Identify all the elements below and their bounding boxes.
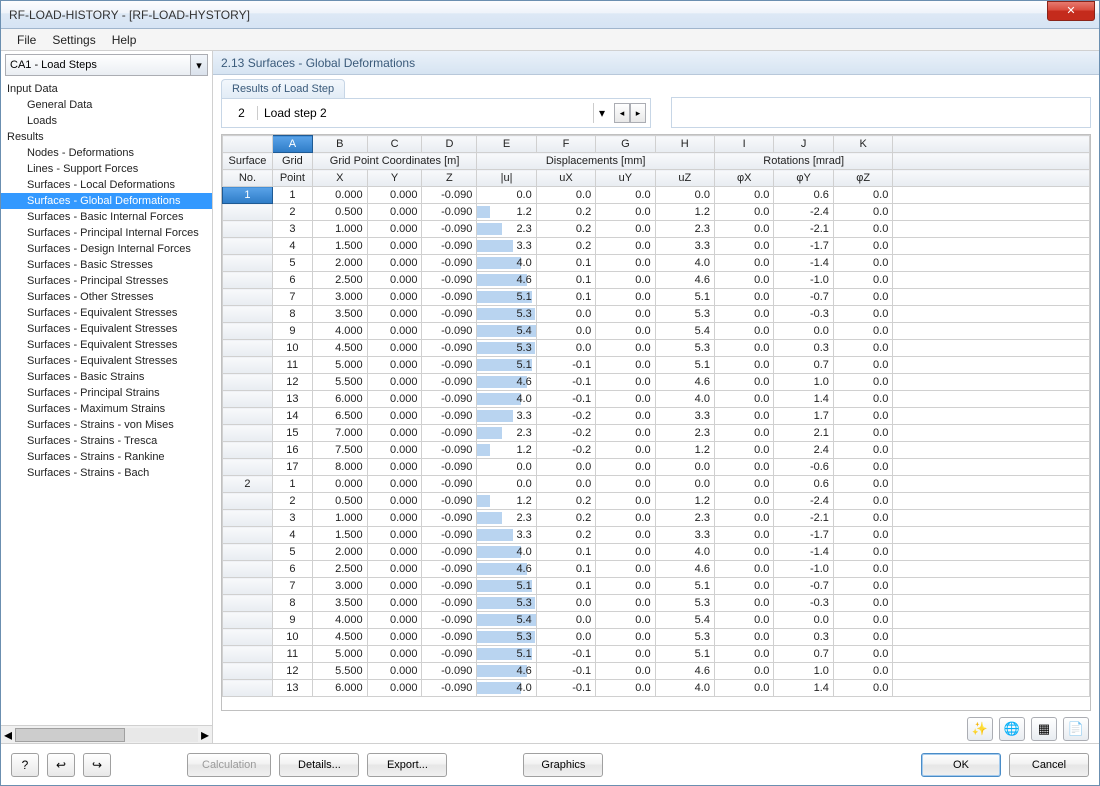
table-row[interactable]: 73.0000.000-0.0905.10.10.05.10.0-0.70.0 bbox=[223, 578, 1090, 595]
tree-item[interactable]: Surfaces - Strains - Tresca bbox=[1, 433, 212, 449]
export-button[interactable]: Export... bbox=[367, 753, 447, 777]
table-row[interactable]: 167.5000.000-0.0901.2-0.20.01.20.02.40.0 bbox=[223, 442, 1090, 459]
tree-item[interactable]: Surfaces - Local Deformations bbox=[1, 177, 212, 193]
table-row[interactable]: 110.0000.000-0.0900.00.00.00.00.00.60.0 bbox=[223, 187, 1090, 204]
tree-item[interactable]: Surfaces - Equivalent Stresses bbox=[1, 305, 212, 321]
table-row[interactable]: 125.5000.000-0.0904.6-0.10.04.60.01.00.0 bbox=[223, 374, 1090, 391]
doc-icon[interactable]: 📄 bbox=[1063, 717, 1089, 741]
menu-settings[interactable]: Settings bbox=[44, 31, 103, 49]
table-row[interactable]: 52.0000.000-0.0904.00.10.04.00.0-1.40.0 bbox=[223, 255, 1090, 272]
table-row[interactable]: 157.0000.000-0.0902.3-0.20.02.30.02.10.0 bbox=[223, 425, 1090, 442]
graphics-button[interactable]: Graphics bbox=[523, 753, 603, 777]
table-row[interactable]: 73.0000.000-0.0905.10.10.05.10.0-0.70.0 bbox=[223, 289, 1090, 306]
help-button[interactable]: ? bbox=[11, 753, 39, 777]
loadstep-name: Load step 2 bbox=[264, 106, 327, 120]
table-row[interactable]: 20.5000.000-0.0901.20.20.01.20.0-2.40.0 bbox=[223, 204, 1090, 221]
table-row[interactable]: 146.5000.000-0.0903.3-0.20.03.30.01.70.0 bbox=[223, 408, 1090, 425]
tree-item[interactable]: Surfaces - Basic Internal Forces bbox=[1, 209, 212, 225]
table-row[interactable]: 62.5000.000-0.0904.60.10.04.60.0-1.00.0 bbox=[223, 561, 1090, 578]
table-row[interactable]: 31.0000.000-0.0902.30.20.02.30.0-2.10.0 bbox=[223, 510, 1090, 527]
bottom-bar: ? ↩ ↪ Calculation Details... Export... G… bbox=[1, 743, 1099, 785]
chevron-down-icon: ▾ bbox=[593, 103, 610, 123]
ok-button[interactable]: OK bbox=[921, 753, 1001, 777]
left-panel: CA1 - Load Steps ▾ Input DataGeneral Dat… bbox=[1, 51, 213, 743]
table-row[interactable]: 210.0000.000-0.0900.00.00.00.00.00.60.0 bbox=[223, 476, 1090, 493]
menubar: File Settings Help bbox=[1, 29, 1099, 51]
right-panel: 2.13 Surfaces - Global Deformations Resu… bbox=[213, 51, 1099, 743]
tree-item[interactable]: Surfaces - Strains - von Mises bbox=[1, 417, 212, 433]
table-row[interactable]: 136.0000.000-0.0904.0-0.10.04.00.01.40.0 bbox=[223, 680, 1090, 697]
tree-item[interactable]: Results bbox=[1, 129, 212, 145]
tree-item[interactable]: Surfaces - Maximum Strains bbox=[1, 401, 212, 417]
tree-item[interactable]: Surfaces - Design Internal Forces bbox=[1, 241, 212, 257]
step-next-button[interactable]: ▸ bbox=[630, 103, 646, 123]
tree-item[interactable]: Lines - Support Forces bbox=[1, 161, 212, 177]
table-row[interactable]: 104.5000.000-0.0905.30.00.05.30.00.30.0 bbox=[223, 340, 1090, 357]
tree-item[interactable]: Surfaces - Other Stresses bbox=[1, 289, 212, 305]
loadstep-number: 2 bbox=[226, 106, 258, 120]
grid-icon[interactable]: ▦ bbox=[1031, 717, 1057, 741]
nav-prev-button[interactable]: ↩ bbox=[47, 753, 75, 777]
table-row[interactable]: 125.5000.000-0.0904.6-0.10.04.60.01.00.0 bbox=[223, 663, 1090, 680]
chevron-down-icon: ▾ bbox=[190, 55, 207, 75]
menu-file[interactable]: File bbox=[9, 31, 44, 49]
tree-item[interactable]: Surfaces - Principal Strains bbox=[1, 385, 212, 401]
table-toolbar: ✨ 🌐 ▦ 📄 bbox=[213, 711, 1099, 743]
tree-item[interactable]: Surfaces - Equivalent Stresses bbox=[1, 337, 212, 353]
table-row[interactable]: 31.0000.000-0.0902.30.20.02.30.0-2.10.0 bbox=[223, 221, 1090, 238]
table-row[interactable]: 94.0000.000-0.0905.40.00.05.40.00.00.0 bbox=[223, 323, 1090, 340]
tree-item[interactable]: Surfaces - Basic Stresses bbox=[1, 257, 212, 273]
loadstep-select[interactable]: Load step 2 ▾ bbox=[258, 103, 610, 123]
table-row[interactable]: 41.5000.000-0.0903.30.20.03.30.0-1.70.0 bbox=[223, 238, 1090, 255]
table-row[interactable]: 94.0000.000-0.0905.40.00.05.40.00.00.0 bbox=[223, 612, 1090, 629]
window-title: RF-LOAD-HISTORY - [RF-LOAD-HYSTORY] bbox=[5, 8, 1047, 22]
tree-scrollbar[interactable]: ◂ ▸ bbox=[1, 725, 212, 743]
titlebar: RF-LOAD-HISTORY - [RF-LOAD-HYSTORY] ✕ bbox=[1, 1, 1099, 29]
tree-item[interactable]: Surfaces - Basic Strains bbox=[1, 369, 212, 385]
table-row[interactable]: 52.0000.000-0.0904.00.10.04.00.0-1.40.0 bbox=[223, 544, 1090, 561]
tree-item[interactable]: Surfaces - Principal Internal Forces bbox=[1, 225, 212, 241]
tree-item[interactable]: Surfaces - Strains - Bach bbox=[1, 465, 212, 481]
close-button[interactable]: ✕ bbox=[1047, 1, 1095, 21]
navigator-tree[interactable]: Input DataGeneral DataLoadsResultsNodes … bbox=[1, 79, 212, 725]
tree-item[interactable]: Loads bbox=[1, 113, 212, 129]
tree-item[interactable]: Surfaces - Equivalent Stresses bbox=[1, 321, 212, 337]
menu-help[interactable]: Help bbox=[104, 31, 145, 49]
table-row[interactable]: 20.5000.000-0.0901.20.20.01.20.0-2.40.0 bbox=[223, 493, 1090, 510]
wand-icon[interactable]: ✨ bbox=[967, 717, 993, 741]
tree-item[interactable]: General Data bbox=[1, 97, 212, 113]
table-row[interactable]: 83.5000.000-0.0905.30.00.05.30.0-0.30.0 bbox=[223, 306, 1090, 323]
tree-item[interactable]: Input Data bbox=[1, 81, 212, 97]
loadcase-value: CA1 - Load Steps bbox=[10, 59, 97, 71]
tree-item[interactable]: Surfaces - Principal Stresses bbox=[1, 273, 212, 289]
table-row[interactable]: 41.5000.000-0.0903.30.20.03.30.0-1.70.0 bbox=[223, 527, 1090, 544]
table-row[interactable]: 115.0000.000-0.0905.1-0.10.05.10.00.70.0 bbox=[223, 357, 1090, 374]
results-label: Results of Load Step bbox=[221, 79, 345, 98]
section-title: 2.13 Surfaces - Global Deformations bbox=[213, 51, 1099, 75]
nav-next-button[interactable]: ↪ bbox=[83, 753, 111, 777]
step-prev-button[interactable]: ◂ bbox=[614, 103, 630, 123]
tree-item[interactable]: Surfaces - Strains - Rankine bbox=[1, 449, 212, 465]
table-row[interactable]: 62.5000.000-0.0904.60.10.04.60.0-1.00.0 bbox=[223, 272, 1090, 289]
calculation-button[interactable]: Calculation bbox=[187, 753, 271, 777]
cancel-button[interactable]: Cancel bbox=[1009, 753, 1089, 777]
loadcase-combo[interactable]: CA1 - Load Steps ▾ bbox=[5, 54, 208, 76]
table-row[interactable]: 104.5000.000-0.0905.30.00.05.30.00.30.0 bbox=[223, 629, 1090, 646]
tree-item[interactable]: Nodes - Deformations bbox=[1, 145, 212, 161]
details-button[interactable]: Details... bbox=[279, 753, 359, 777]
table-row[interactable]: 178.0000.000-0.0900.00.00.00.00.0-0.60.0 bbox=[223, 459, 1090, 476]
tree-item[interactable]: Surfaces - Global Deformations bbox=[1, 193, 212, 209]
globe-icon[interactable]: 🌐 bbox=[999, 717, 1025, 741]
results-table[interactable]: ABCDEFGHIJKSurfaceGridGrid Point Coordin… bbox=[221, 134, 1091, 711]
table-row[interactable]: 83.5000.000-0.0905.30.00.05.30.0-0.30.0 bbox=[223, 595, 1090, 612]
table-row[interactable]: 115.0000.000-0.0905.1-0.10.05.10.00.70.0 bbox=[223, 646, 1090, 663]
tree-item[interactable]: Surfaces - Equivalent Stresses bbox=[1, 353, 212, 369]
table-row[interactable]: 136.0000.000-0.0904.0-0.10.04.00.01.40.0 bbox=[223, 391, 1090, 408]
